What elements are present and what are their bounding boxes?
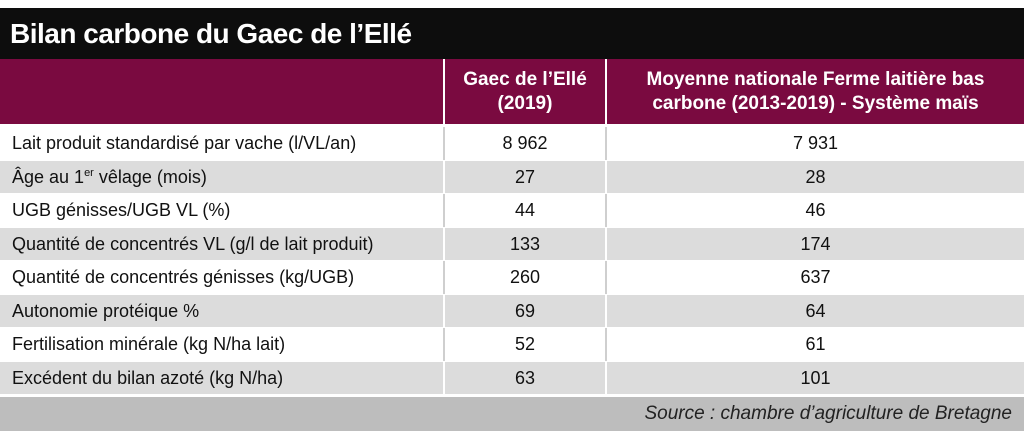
header-gaec-elle: Gaec de l’Ellé (2019) [443, 59, 607, 124]
table-row: Quantité de concentrés VL (g/l de lait p… [0, 227, 1024, 261]
row-value-gaec: 69 [443, 294, 607, 328]
row-label: Quantité de concentrés génisses (kg/UGB) [12, 267, 355, 287]
row-value-national: 28 [805, 166, 826, 187]
row-value-gaec: 44 [443, 194, 607, 227]
row-label: Lait produit standardisé par vache (l/VL… [12, 133, 357, 153]
row-label-pre: Âge au 1 [12, 166, 85, 187]
row-value-national: 46 [805, 200, 826, 220]
table-row: Autonomie protéique % 69 64 [0, 294, 1024, 328]
row-value-gaec: 133 [443, 227, 607, 261]
row-label: Autonomie protéique % [12, 300, 200, 321]
header-gaec-line2: (2019) [497, 92, 553, 114]
row-value-national: 637 [800, 267, 831, 287]
row-value-national: 64 [805, 300, 826, 321]
table-row: Âge au 1er vêlage (mois) 27 28 [0, 160, 1024, 194]
table-header-row: Gaec de l’Ellé (2019) Moyenne nationale … [0, 59, 1024, 124]
table-row: Quantité de concentrés génisses (kg/UGB)… [0, 261, 1024, 295]
row-value-gaec: 52 [443, 328, 607, 361]
header-national-line1: Moyenne nationale Ferme laitière bas [646, 68, 985, 90]
table-row: UGB génisses/UGB VL (%) 44 46 [0, 194, 1024, 228]
row-value-gaec: 8 962 [443, 127, 607, 160]
row-label-post: vêlage (mois) [93, 166, 207, 187]
row-label: Fertilisation minérale (kg N/ha lait) [12, 334, 286, 354]
table-title: Bilan carbone du Gaec de l’Ellé [0, 8, 1024, 59]
row-value-gaec: 27 [443, 160, 607, 194]
table-body: Lait produit standardisé par vache (l/VL… [0, 127, 1024, 395]
row-value-gaec: 260 [443, 261, 607, 294]
row-label: Âge au 1er vêlage (mois) [12, 161, 440, 194]
row-label: Excédent du bilan azoté (kg N/ha) [12, 367, 284, 388]
row-value-national: 61 [805, 334, 826, 354]
table-row: Fertilisation minérale (kg N/ha lait) 52… [0, 328, 1024, 362]
header-national-line2: carbone (2013-2019) - Système maïs [652, 92, 979, 114]
table-row: Lait produit standardisé par vache (l/VL… [0, 127, 1024, 161]
row-value-national: 101 [800, 367, 831, 388]
header-national-average: Moyenne nationale Ferme laitière bas car… [607, 59, 1024, 124]
table-row: Excédent du bilan azoté (kg N/ha) 63 101 [0, 361, 1024, 395]
row-value-national: 7 931 [792, 133, 839, 153]
row-value-gaec: 63 [443, 361, 607, 395]
source-note: Source : chambre d’agriculture de Bretag… [0, 397, 1024, 431]
row-label: UGB génisses/UGB VL (%) [12, 200, 231, 220]
row-value-national: 174 [800, 233, 831, 254]
header-gaec-line1: Gaec de l’Ellé [463, 68, 587, 90]
row-label-sup: er [84, 166, 94, 179]
row-label: Quantité de concentrés VL (g/l de lait p… [12, 233, 374, 254]
